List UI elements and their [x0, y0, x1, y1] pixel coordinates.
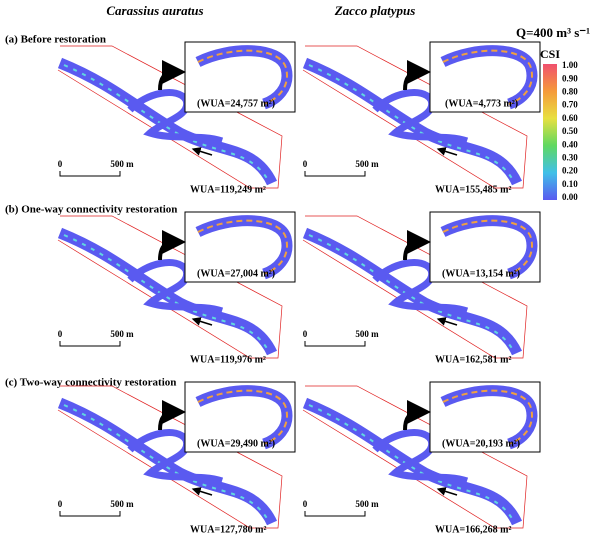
legend-tick-label: 0.30 [562, 152, 578, 162]
map-panel: 0 500 m (WUA=24,757 m²) WUA=119,249 m² [58, 42, 295, 195]
wua: WUA=127,780 m² [190, 524, 266, 535]
legend-tick-label: 0.00 [562, 192, 578, 202]
legend-tick-label: 0.20 [562, 166, 578, 176]
legend-tick-label: 1.00 [562, 60, 578, 70]
scale-label: 0 [303, 159, 308, 169]
legend-tick-label: 0.80 [562, 86, 578, 96]
row-label: (a) Before restoration [5, 34, 106, 46]
scale-label: 0 [58, 159, 63, 169]
map-panel: 0 500 m (WUA=13,154 m²) WUA=162,581 m² [303, 212, 540, 365]
inset-wua: (WUA=24,757 m²) [197, 98, 275, 109]
scale-label: 0 [58, 499, 63, 509]
scale-label: 0 [303, 499, 308, 509]
flow-label: Q=400 m³ s⁻¹ [516, 25, 590, 40]
inset-wua: (WUA=4,773 m²) [445, 98, 518, 109]
map-panel: 0 500 m (WUA=27,004 m²) WUA=119,976 m² [58, 212, 295, 365]
inset-wua: (WUA=27,004 m²) [197, 268, 275, 279]
scale-label: 0 [58, 329, 63, 339]
scale-label: 0 [303, 329, 308, 339]
map-panel: 0 500 m (WUA=4,773 m²) WUA=155,485 m² [303, 42, 540, 195]
wua: WUA=162,581 m² [435, 354, 511, 365]
column-title: Zacco platypus [334, 3, 416, 18]
map-panel: 0 500 m (WUA=29,490 m²) WUA=127,780 m² [58, 382, 295, 535]
scale-label: 500 m [355, 159, 379, 169]
scale-label: 500 m [110, 159, 134, 169]
column-title: Carassius auratus [106, 3, 203, 18]
legend-tick-label: 0.10 [562, 179, 578, 189]
legend-tick-label: 0.40 [562, 139, 578, 149]
wua: WUA=119,249 m² [190, 184, 266, 195]
scale-label: 500 m [355, 329, 379, 339]
wua: WUA=119,976 m² [190, 354, 266, 365]
inset-wua: (WUA=29,490 m²) [197, 438, 275, 449]
scale-label: 500 m [110, 499, 134, 509]
wua: WUA=155,485 m² [435, 184, 511, 195]
map-panel: 0 500 m (WUA=20,193 m²) WUA=166,268 m² [303, 382, 540, 535]
inset-wua: (WUA=20,193 m²) [442, 438, 520, 449]
inset-wua: (WUA=13,154 m²) [442, 268, 520, 279]
legend-tick-label: 0.60 [562, 113, 578, 123]
legend-tick-label: 0.70 [562, 100, 578, 110]
row-label: (c) Two-way connectivity restoration [5, 377, 176, 389]
row-label: (b) One-way connectivity restoration [5, 204, 177, 216]
legend-title: CSI [540, 47, 560, 61]
legend-tick-label: 0.50 [562, 126, 578, 136]
scale-label: 500 m [355, 499, 379, 509]
wua: WUA=166,268 m² [435, 524, 511, 535]
colorbar-ramp [543, 64, 557, 200]
colorbar: CSI 1.00 0.90 0.80 0.70 0.60 0.50 0.40 0.30 0.20… [540, 47, 578, 202]
legend-tick-label: 0.90 [562, 73, 578, 83]
scale-label: 500 m [110, 329, 134, 339]
